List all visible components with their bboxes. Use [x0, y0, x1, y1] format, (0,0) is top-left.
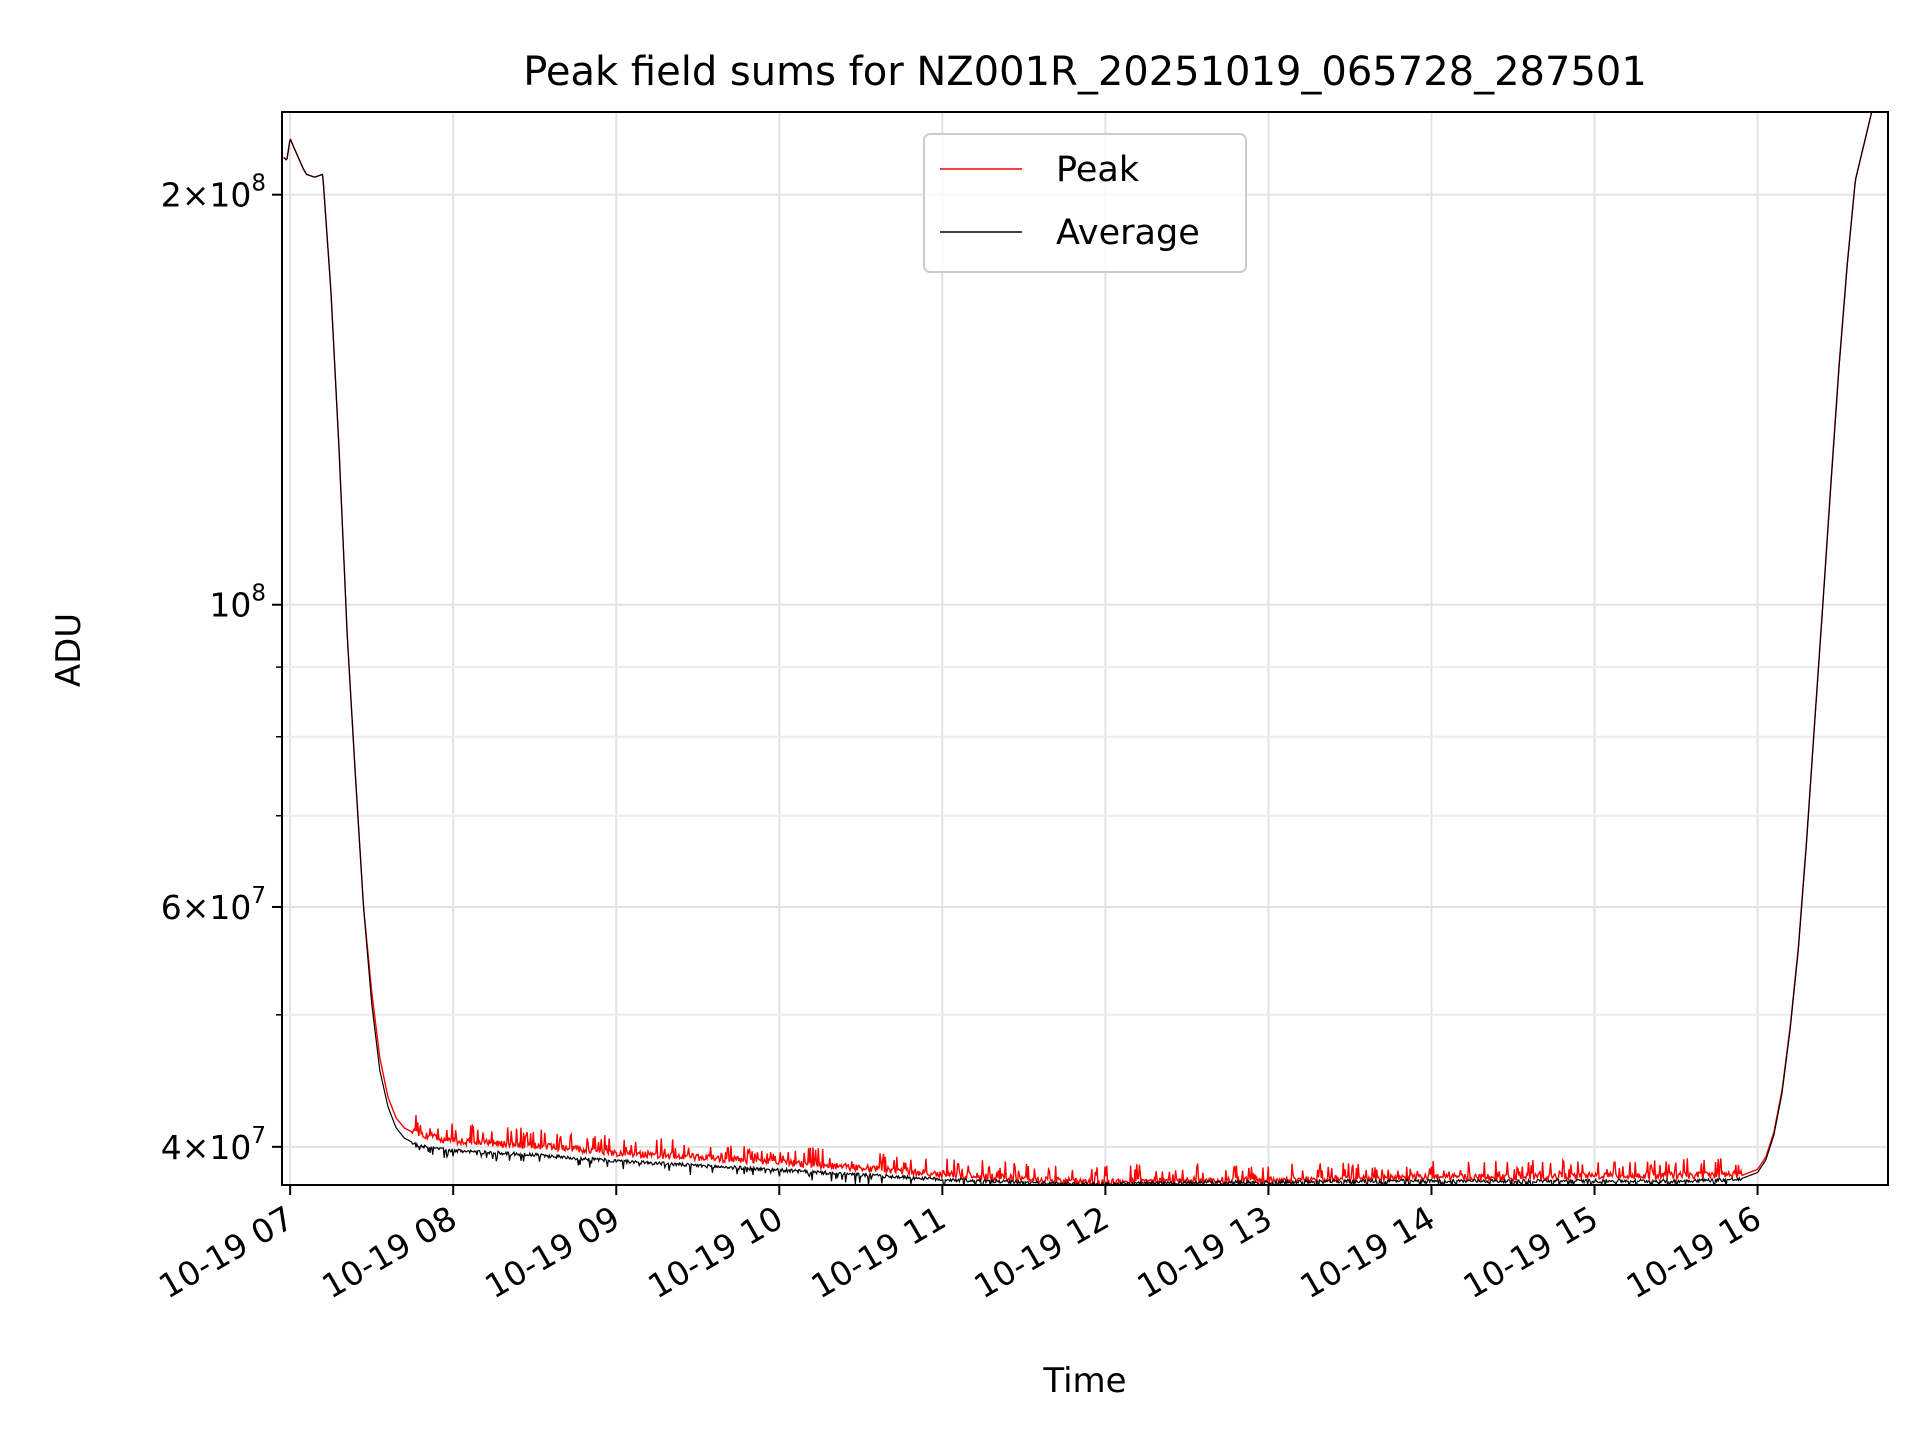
plot-frame: [281, 111, 1889, 1186]
y-tick-label-0: 4×107: [161, 1123, 266, 1167]
y-tick-label-1: 6×107: [161, 883, 266, 927]
legend-label-average: Average: [1056, 213, 1200, 253]
y-tick-label-2: 108: [209, 581, 266, 625]
chart-title: Peak field sums for NZ001R_20251019_0657…: [523, 49, 1647, 95]
legend: Peak Average: [923, 133, 1247, 273]
legend-label-peak: Peak: [1056, 150, 1140, 190]
series-layer: [283, 112, 1873, 1185]
series-line-average: [283, 112, 1873, 1185]
series-line-peak: [283, 112, 1873, 1185]
x-axis-label: Time: [1042, 1361, 1126, 1401]
y-axis-label: ADU: [49, 613, 89, 687]
y-tick-label-3: 2×108: [161, 171, 266, 215]
